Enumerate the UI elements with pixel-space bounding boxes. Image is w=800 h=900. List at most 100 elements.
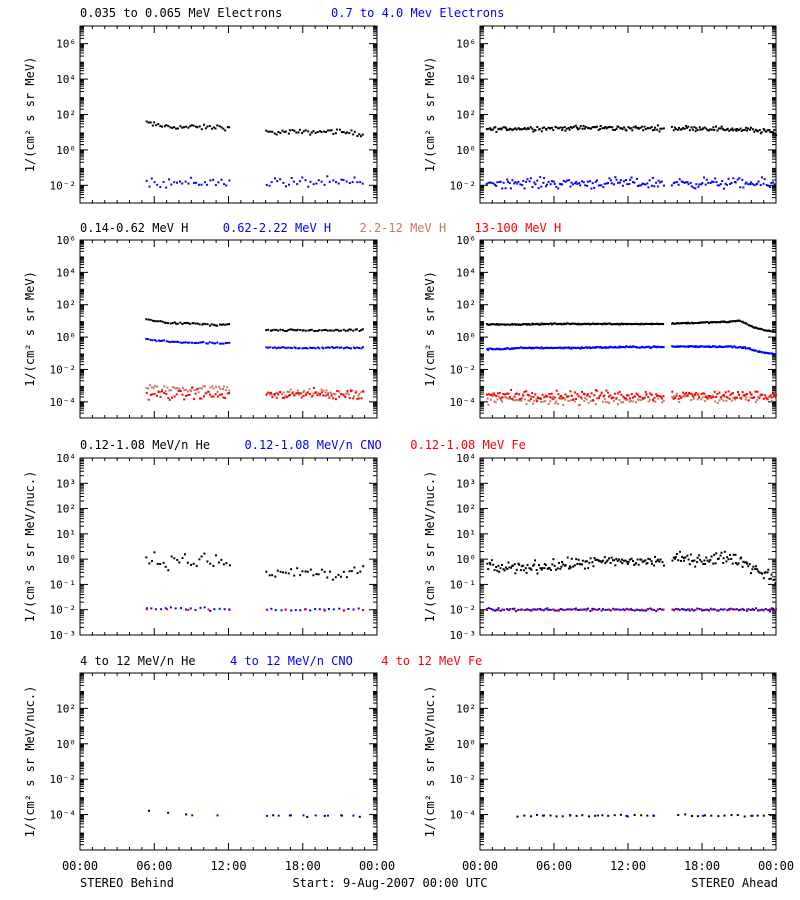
data-point [546,608,549,611]
data-point [506,608,508,611]
data-point [195,565,198,567]
data-point [708,321,711,324]
data-point [672,397,675,400]
data-point [656,185,659,188]
data-point [637,563,640,566]
data-point [674,607,677,610]
data-point [701,345,704,348]
data-point [561,396,564,399]
data-point [739,186,742,189]
data-point [689,392,692,395]
data-point [698,608,701,611]
data-point [514,572,517,575]
data-point [559,126,562,129]
data-point [502,323,505,326]
legend-entry: 0.035 to 0.065 MeV Electrons [80,6,282,20]
data-point [608,346,610,349]
data-point [497,392,500,395]
data-point [340,178,343,181]
data-point [764,329,767,332]
data-point [540,322,543,325]
data-point [522,394,525,397]
data-point [153,551,156,554]
data-point [316,330,319,332]
data-point [655,393,658,396]
data-point [735,608,738,611]
data-point [313,330,316,333]
data-point [584,560,587,563]
data-point [620,346,623,349]
data-point [592,346,594,349]
data-point [150,607,153,610]
data-point [323,130,325,133]
data-point [598,394,601,397]
data-point [489,563,492,566]
data-point [155,124,158,127]
data-point [526,178,529,181]
legend-entry: 4 to 12 MeV/n He [80,654,196,668]
data-point [636,393,639,396]
data-point [728,608,731,611]
data-point [574,124,577,127]
data-point [149,338,152,341]
data-point [515,399,518,401]
data-point [770,181,773,184]
data-point [727,321,730,324]
data-point [168,389,171,392]
data-point [306,391,309,394]
data-point [646,345,649,348]
data-point [649,607,652,610]
data-point [345,576,348,579]
data-point [533,347,536,349]
data-point [500,323,503,326]
data-point [638,395,641,398]
data-point [685,181,688,184]
data-point [635,562,637,565]
data-point [171,322,174,325]
data-point [543,126,546,129]
data-point [206,323,209,326]
data-point [344,329,347,332]
data-point [508,396,511,399]
data-point [705,608,708,611]
data-point [301,176,304,179]
data-point [672,556,675,559]
data-point [649,398,651,401]
data-point [751,814,754,817]
data-point [496,347,499,350]
data-point [762,128,765,130]
data-point [728,394,731,397]
data-point [493,323,496,326]
data-point [575,814,578,817]
data-point [289,394,292,396]
data-point [546,183,548,186]
data-point [740,608,743,611]
data-point [740,397,743,400]
data-point [737,128,740,131]
data-point [736,178,739,181]
y-tick-label: 10⁰ [56,553,76,566]
data-point [546,567,549,570]
data-point [164,390,167,393]
data-point [636,346,638,349]
data-point [530,568,533,571]
data-point [511,347,513,350]
data-point [746,608,749,611]
data-point [676,128,679,131]
data-point [183,126,185,129]
data-point [761,572,763,575]
y-tick-label: 10⁻⁴ [50,396,77,409]
data-point [625,129,628,132]
data-point [544,394,547,397]
data-point [293,574,296,577]
data-point [560,395,563,397]
data-point [698,126,701,129]
data-point [342,393,345,396]
data-point [623,126,626,129]
data-point [635,177,638,180]
data-point [751,608,754,611]
data-point [555,185,558,188]
data-point [318,347,321,350]
data-point [167,125,170,128]
data-point [731,392,734,394]
